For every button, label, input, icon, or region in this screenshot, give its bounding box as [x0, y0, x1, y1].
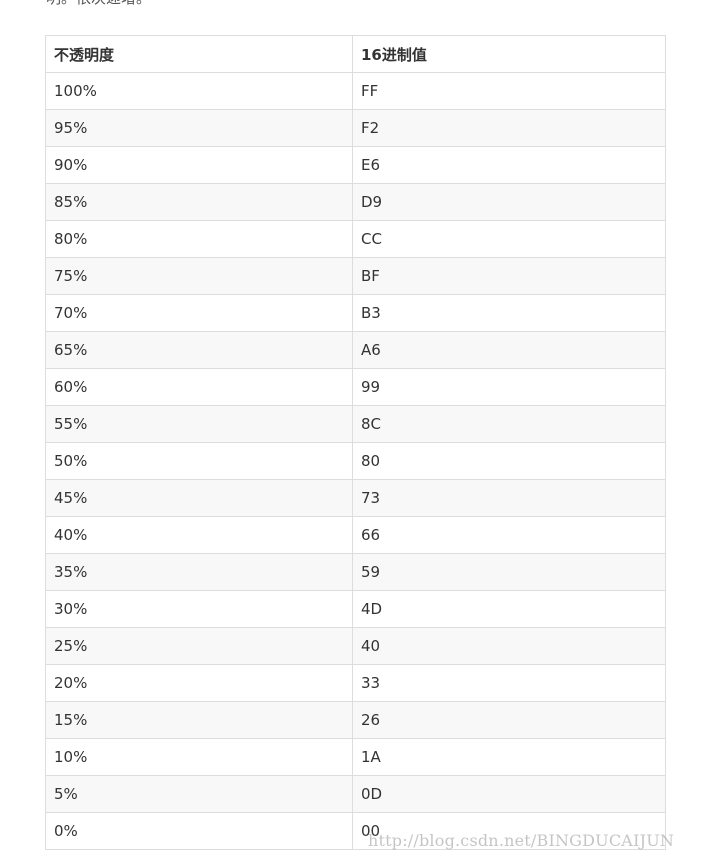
hex-value-cell: 26 — [352, 701, 666, 739]
table-row: 45% 73 — [45, 479, 666, 517]
hex-value-cell: 40 — [352, 627, 666, 665]
hex-value-cell: F2 — [352, 109, 666, 147]
opacity-cell: 85% — [45, 183, 353, 221]
opacity-cell: 80% — [45, 220, 353, 258]
table-row: 30% 4D — [45, 590, 666, 628]
opacity-cell: 25% — [45, 627, 353, 665]
hex-value-cell: 1A — [352, 738, 666, 776]
table-header: 不透明度 16进制值 — [45, 35, 666, 73]
header-hex-value: 16进制值 — [352, 35, 666, 73]
hex-value-cell: CC — [352, 220, 666, 258]
opacity-hex-table: 不透明度 16进制值 100% FF 95% F2 90% E6 85% D9 80% CC 75%… — [45, 35, 666, 850]
opacity-cell: 70% — [45, 294, 353, 332]
opacity-cell: 95% — [45, 109, 353, 147]
hex-value-cell: 99 — [352, 368, 666, 406]
opacity-cell: 10% — [45, 738, 353, 776]
table-row: 40% 66 — [45, 516, 666, 554]
table-row: 50% 80 — [45, 442, 666, 480]
header-opacity: 不透明度 — [45, 35, 353, 73]
watermark-url: http://blog.csdn.net/BINGDUCAIJUN — [368, 831, 675, 850]
table-row: 20% 33 — [45, 664, 666, 702]
hex-value-cell: BF — [352, 257, 666, 295]
hex-value-cell: 8C — [352, 405, 666, 443]
table-row: 85% D9 — [45, 183, 666, 221]
table-row: 95% F2 — [45, 109, 666, 147]
hex-value-cell: 73 — [352, 479, 666, 517]
hex-value-cell: A6 — [352, 331, 666, 369]
table-row: 10% 1A — [45, 738, 666, 776]
hex-value-cell: 59 — [352, 553, 666, 591]
opacity-cell: 45% — [45, 479, 353, 517]
table-row: 60% 99 — [45, 368, 666, 406]
opacity-cell: 5% — [45, 775, 353, 813]
table-row: 25% 40 — [45, 627, 666, 665]
table-row: 35% 59 — [45, 553, 666, 591]
opacity-cell: 50% — [45, 442, 353, 480]
table-row: 0% 00 — [45, 812, 666, 850]
table-row: 80% CC — [45, 220, 666, 258]
hex-value-cell: E6 — [352, 146, 666, 184]
hex-value-cell: 00 — [352, 812, 666, 850]
hex-value-cell: B3 — [352, 294, 666, 332]
opacity-cell: 60% — [45, 368, 353, 406]
opacity-cell: 100% — [45, 72, 353, 110]
table-row: 65% A6 — [45, 331, 666, 369]
hex-value-cell: 33 — [352, 664, 666, 702]
table-row: 90% E6 — [45, 146, 666, 184]
opacity-cell: 75% — [45, 257, 353, 295]
table-row: 5% 0D — [45, 775, 666, 813]
table-row: 55% 8C — [45, 405, 666, 443]
opacity-cell: 15% — [45, 701, 353, 739]
hex-value-cell: 66 — [352, 516, 666, 554]
table-row: 15% 26 — [45, 701, 666, 739]
opacity-cell: 90% — [45, 146, 353, 184]
intro-text-cut-off: 明。依次递增。 — [46, 0, 151, 7]
opacity-cell: 30% — [45, 590, 353, 628]
header-row: 不透明度 16进制值 — [45, 35, 666, 73]
hex-value-cell: 0D — [352, 775, 666, 813]
hex-value-cell: D9 — [352, 183, 666, 221]
opacity-cell: 65% — [45, 331, 353, 369]
hex-value-cell: 4D — [352, 590, 666, 628]
hex-value-cell: 80 — [352, 442, 666, 480]
table-row: 75% BF — [45, 257, 666, 295]
opacity-cell: 20% — [45, 664, 353, 702]
table-row: 70% B3 — [45, 294, 666, 332]
table-body: 100% FF 95% F2 90% E6 85% D9 80% CC 75% BF 70% B3 65% A… — [45, 72, 666, 850]
opacity-cell: 55% — [45, 405, 353, 443]
table-row: 100% FF — [45, 72, 666, 110]
opacity-cell: 40% — [45, 516, 353, 554]
hex-value-cell: FF — [352, 72, 666, 110]
opacity-cell: 35% — [45, 553, 353, 591]
opacity-cell: 0% — [45, 812, 353, 850]
